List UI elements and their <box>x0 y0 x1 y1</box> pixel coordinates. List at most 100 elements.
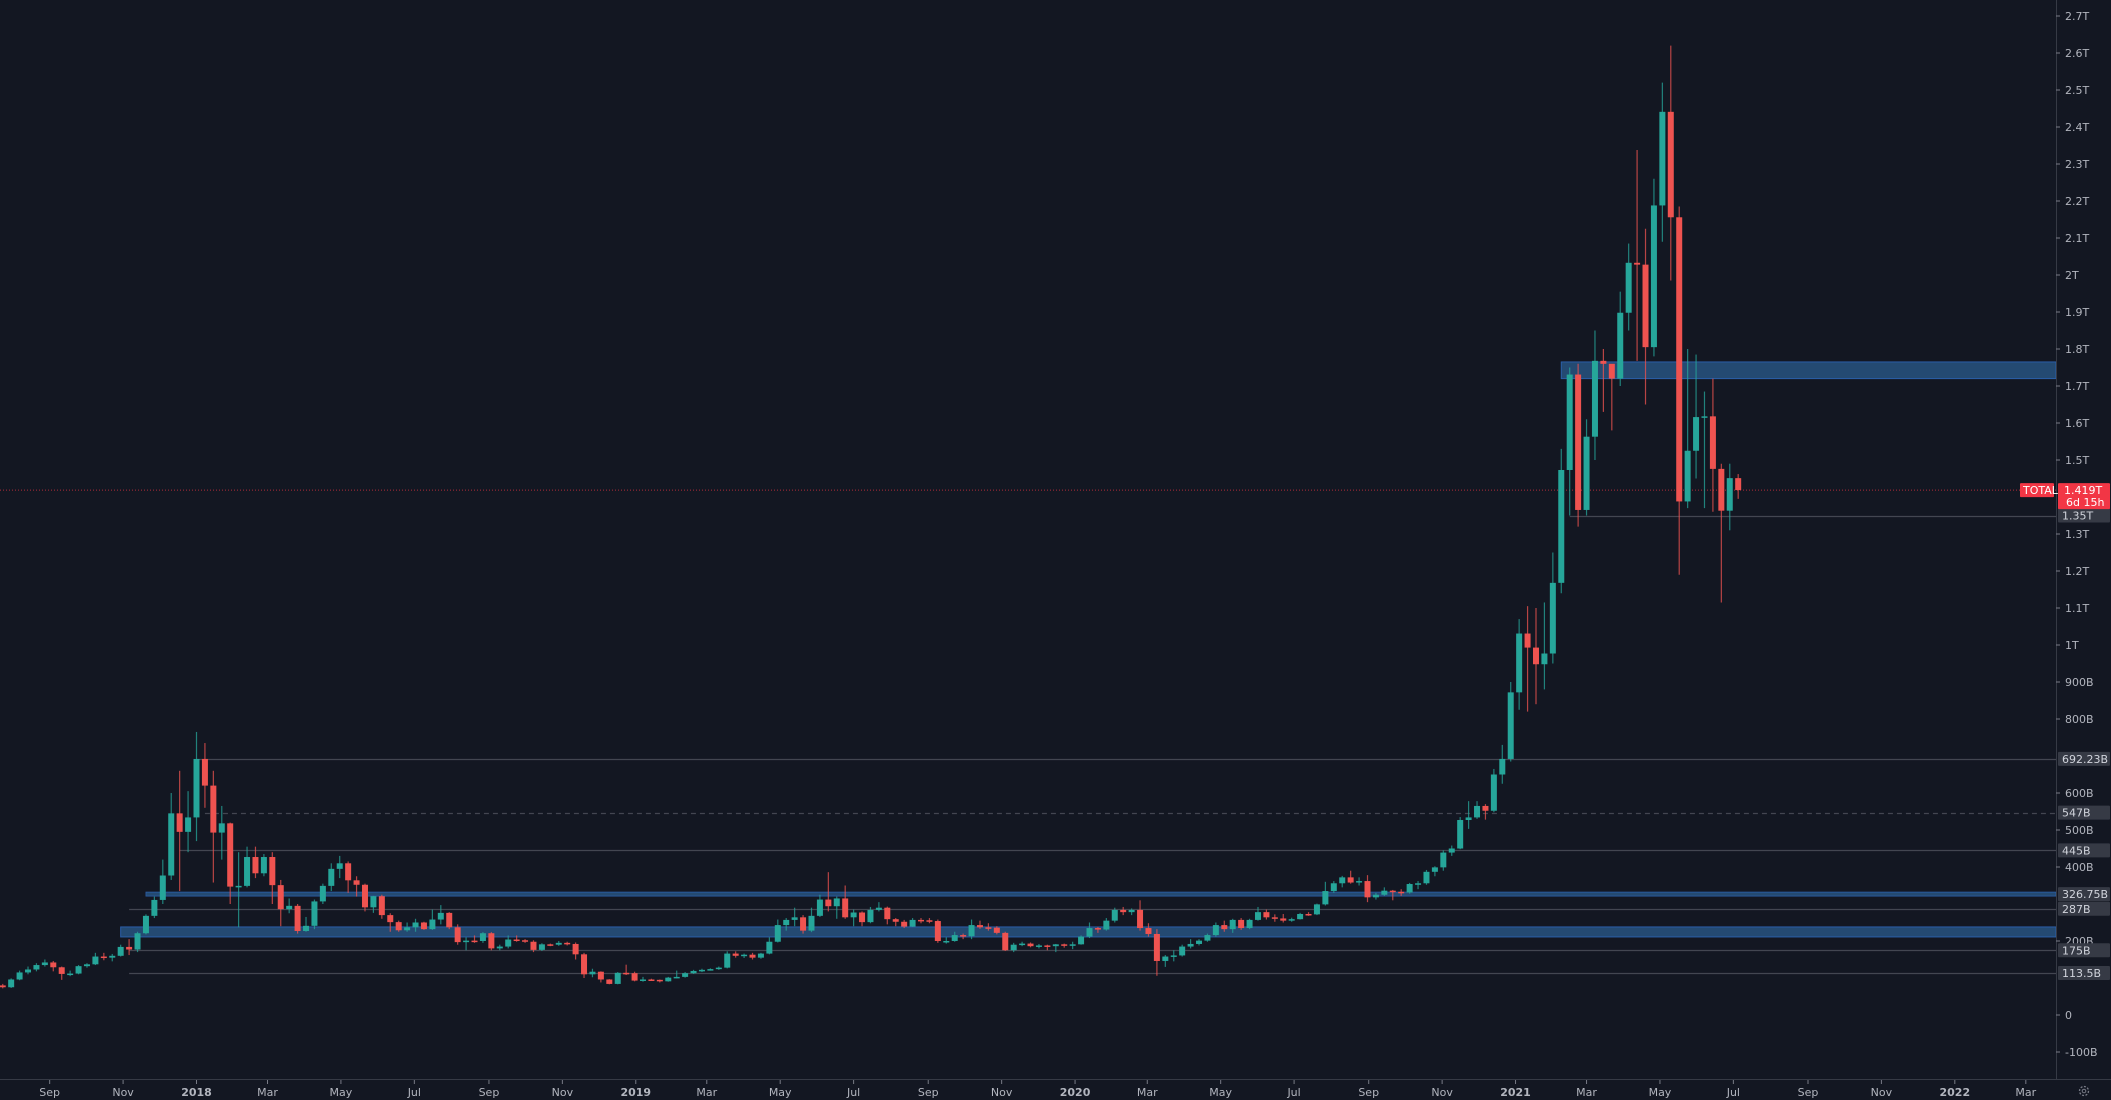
price-axis[interactable]: 2.7T 2.6T 2.5T 2.4T 2.3T 2.2T 2.1T 2T 1.9T 1.8T 1.… <box>2056 10 2098 1059</box>
level-price-label: 287B <box>2058 901 2110 916</box>
candle-up <box>1339 875 1346 888</box>
time-axis[interactable]: Sep Nov 2018 Mar May Jul Sep Nov 2019 Mar May Jul Se… <box>39 1080 2037 1099</box>
candle-body <box>597 971 604 980</box>
candle-down <box>1221 920 1228 932</box>
candle-up <box>16 970 23 981</box>
y-tick-label: 1.2T <box>2065 565 2089 578</box>
y-tick-label: 2.6T <box>2065 47 2089 60</box>
candle-body <box>159 875 166 900</box>
candle-up <box>286 898 293 914</box>
candle-down <box>345 861 352 893</box>
candle-up <box>83 963 90 968</box>
candle-body <box>185 817 192 832</box>
x-tick-label: Nov <box>552 1086 574 1099</box>
candle-body <box>1516 633 1523 693</box>
candle-down <box>1735 474 1742 499</box>
candle-up <box>1128 908 1135 916</box>
price-label-text: 445B <box>2062 844 2091 857</box>
candle-up <box>943 937 950 944</box>
candle-down <box>387 913 394 932</box>
candle-down <box>1027 942 1034 948</box>
x-tick-label: 2020 <box>1060 1086 1091 1099</box>
candle-up <box>909 918 916 927</box>
candle-body <box>235 885 242 888</box>
candle-down <box>210 770 217 883</box>
candle-body <box>1271 917 1278 919</box>
candle-up <box>151 896 158 919</box>
candle-down <box>176 770 183 892</box>
candle-body <box>1558 469 1565 583</box>
candle-up <box>1684 349 1691 509</box>
candle-body <box>976 925 983 928</box>
candle-down <box>901 919 908 929</box>
candle-body <box>303 925 310 932</box>
candle-body <box>690 970 697 974</box>
candle-up <box>1617 291 1624 386</box>
candle-down <box>100 952 107 961</box>
candle-body <box>370 896 377 908</box>
candle-down <box>1120 906 1127 916</box>
candle-down <box>1608 363 1615 431</box>
candle-body <box>83 964 90 967</box>
candle-up <box>724 951 731 969</box>
settings-button[interactable] <box>2078 1085 2090 1097</box>
candle-body <box>50 962 57 968</box>
candle-up <box>1322 881 1329 906</box>
candle-down <box>1524 606 1531 712</box>
x-tick-label: 2021 <box>1500 1086 1531 1099</box>
candle-body <box>1667 111 1674 218</box>
candle-body <box>951 935 958 941</box>
y-tick-label: 400B <box>2065 861 2094 874</box>
candle-body <box>412 922 419 928</box>
candle-body <box>1457 820 1464 849</box>
candle-body <box>1221 925 1228 930</box>
candle-body <box>589 971 596 975</box>
zone-rectangle[interactable] <box>1560 361 2057 380</box>
candle-body <box>1372 894 1379 898</box>
candle-up <box>168 793 175 880</box>
candle-body <box>1137 909 1144 929</box>
x-tick-label: Mar <box>696 1086 717 1099</box>
candle-down <box>606 979 613 985</box>
candle-body <box>1061 944 1068 946</box>
price-label-text: 692.23B <box>2062 753 2108 766</box>
symbol-label-background <box>2020 483 2054 498</box>
x-tick-label: May <box>1649 1086 1672 1099</box>
candle-body <box>227 823 234 887</box>
candle-up <box>538 943 545 951</box>
x-tick-label: May <box>769 1086 792 1099</box>
price-label-background <box>2058 805 2110 820</box>
x-tick-label: Mar <box>1576 1086 1597 1099</box>
candle-body <box>648 979 655 981</box>
candle-body <box>1718 468 1725 511</box>
blue-level-line[interactable] <box>145 891 2057 897</box>
candle-up <box>816 894 823 917</box>
candle-up <box>1330 881 1337 893</box>
candle-up <box>311 899 318 930</box>
y-tick-label: 1.1T <box>2065 602 2089 615</box>
candle-body <box>606 979 613 984</box>
candle-body <box>1052 944 1059 947</box>
candle-body <box>1735 478 1742 491</box>
candle-body <box>16 972 23 980</box>
candle-down <box>960 933 967 940</box>
candle-body <box>800 917 807 931</box>
x-tick-label: 2019 <box>620 1086 651 1099</box>
candle-up <box>850 909 857 927</box>
candle-body <box>328 868 335 886</box>
candle-body <box>75 966 82 974</box>
candle-up <box>463 937 470 951</box>
candle-body <box>1389 890 1396 893</box>
candle-body <box>1524 633 1531 648</box>
candle-body <box>1002 932 1009 951</box>
candle-body <box>833 898 840 907</box>
candle-up <box>1212 922 1219 937</box>
candle-body <box>892 919 899 922</box>
candle-body <box>547 944 554 946</box>
candle-body <box>1238 919 1245 929</box>
candle-body <box>1625 262 1632 313</box>
candle-up <box>757 952 764 959</box>
candle-down <box>1634 149 1641 361</box>
price-label-text: 175B <box>2062 944 2091 957</box>
